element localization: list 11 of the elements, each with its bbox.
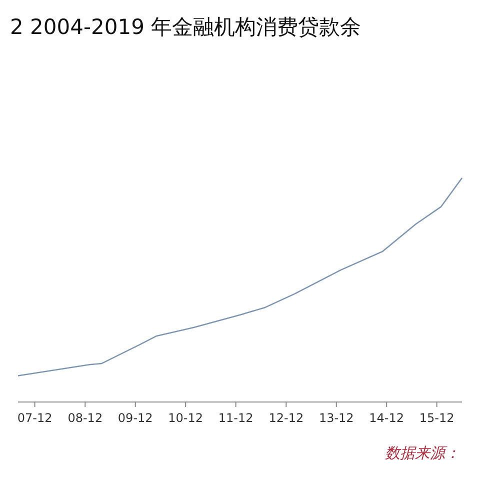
- x-tick-label: 11-12: [218, 411, 254, 425]
- x-tick-label: 13-12: [318, 411, 354, 425]
- x-tick-label: 14-12: [369, 411, 404, 425]
- x-tick-label: 09-12: [118, 411, 153, 425]
- chart-title: 2 2004-2019 年金融机构消费贷款余: [10, 15, 362, 39]
- x-tick-label: 12-12: [268, 411, 304, 425]
- x-tick-label: 07-12: [17, 411, 52, 425]
- source-note: 数据来源：: [385, 444, 460, 462]
- x-tick-label: 10-12: [168, 411, 204, 425]
- x-tick-label: 08-12: [68, 411, 103, 425]
- x-tick-label: 15-12: [419, 411, 454, 425]
